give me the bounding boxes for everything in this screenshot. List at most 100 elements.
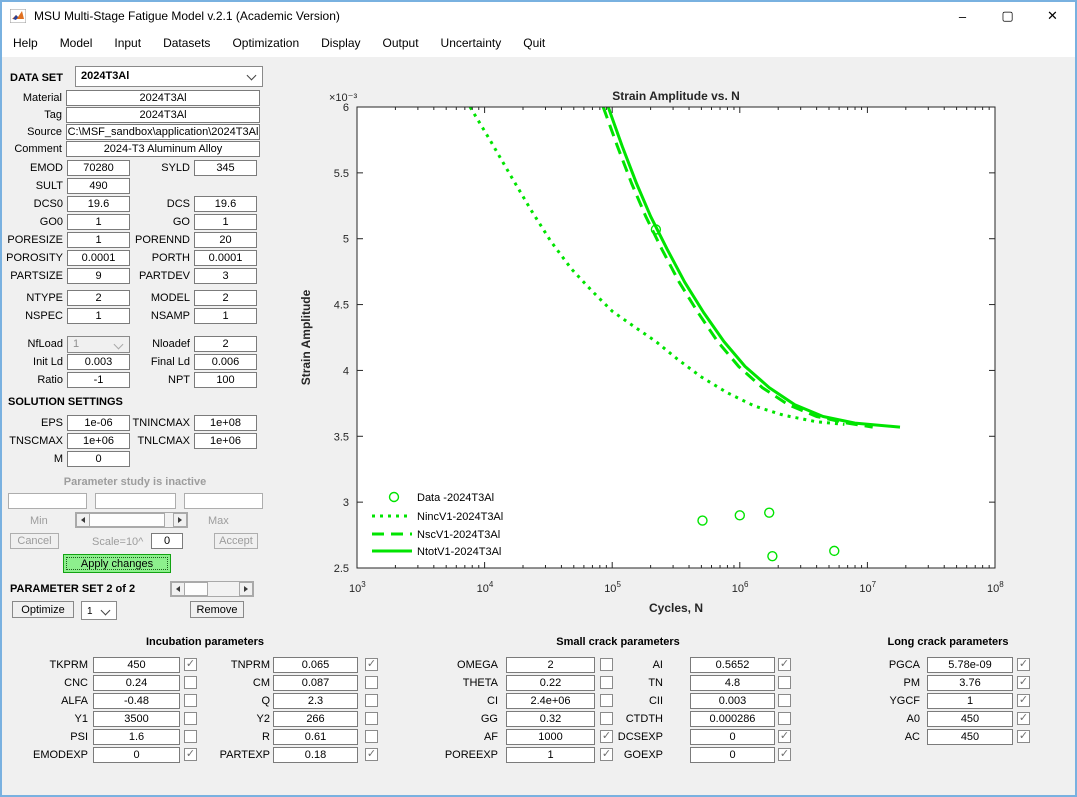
field-theta[interactable]: 0.22 — [506, 675, 595, 691]
remove-button[interactable]: Remove — [190, 601, 244, 618]
checkbox-tn[interactable] — [778, 676, 791, 689]
field-source[interactable]: C:\MSF_sandbox\application\2024T3Al — [66, 124, 260, 140]
field-gg[interactable]: 0.32 — [506, 711, 595, 727]
field-m[interactable]: 0 — [67, 451, 130, 467]
field-pm[interactable]: 3.76 — [927, 675, 1013, 691]
checkbox-gg[interactable] — [600, 712, 613, 725]
menu-item-input[interactable]: Input — [114, 36, 142, 50]
field-poreexp[interactable]: 1 — [506, 747, 595, 763]
field-sult[interactable]: 490 — [67, 178, 130, 194]
field-ratio[interactable]: -1 — [67, 372, 130, 388]
field-y1[interactable]: 3500 — [93, 711, 180, 727]
parameter-set-scrollbar[interactable] — [170, 581, 254, 597]
checkbox-psi[interactable] — [184, 730, 197, 743]
menu-item-datasets[interactable]: Datasets — [163, 36, 211, 50]
field-emodexp[interactable]: 0 — [93, 747, 180, 763]
checkbox-theta[interactable] — [600, 676, 613, 689]
checkbox-y1[interactable] — [184, 712, 197, 725]
field-go0[interactable]: 1 — [67, 214, 130, 230]
menu-item-display[interactable]: Display — [321, 36, 361, 50]
checkbox-omega[interactable] — [600, 658, 613, 671]
field-dcsexp[interactable]: 0 — [690, 729, 775, 745]
slider-right-arrow[interactable] — [173, 513, 187, 527]
checkbox-r[interactable] — [365, 730, 378, 743]
menu-item-optimization[interactable]: Optimization — [232, 36, 300, 50]
checkbox-ctdth[interactable] — [778, 712, 791, 725]
field-npt[interactable]: 100 — [194, 372, 257, 388]
checkbox-partexp[interactable]: ✓ — [365, 748, 378, 761]
checkbox-cii[interactable] — [778, 694, 791, 707]
field-final-ld[interactable]: 0.006 — [194, 354, 257, 370]
field-q[interactable]: 2.3 — [273, 693, 358, 709]
scale-field[interactable]: 0 — [151, 533, 183, 549]
checkbox-cm[interactable] — [365, 676, 378, 689]
checkbox-goexp[interactable]: ✓ — [778, 748, 791, 761]
field-af[interactable]: 1000 — [506, 729, 595, 745]
menu-item-uncertainty[interactable]: Uncertainty — [440, 36, 502, 50]
checkbox-ci[interactable] — [600, 694, 613, 707]
field-y2[interactable]: 266 — [273, 711, 358, 727]
field-omega[interactable]: 2 — [506, 657, 595, 673]
slider-thumb[interactable] — [89, 513, 165, 527]
optimize-button[interactable]: Optimize — [12, 601, 74, 618]
field-ai[interactable]: 0.5652 — [690, 657, 775, 673]
scrollbar-right-arrow[interactable] — [239, 582, 253, 596]
cancel-button[interactable]: Cancel — [10, 533, 59, 549]
param-study-slider[interactable] — [75, 512, 188, 528]
menu-item-output[interactable]: Output — [382, 36, 419, 50]
field-syld[interactable]: 345 — [194, 160, 257, 176]
field-eps[interactable]: 1e-06 — [67, 415, 130, 431]
field-tag[interactable]: 2024T3Al — [66, 107, 260, 123]
field-psi[interactable]: 1.6 — [93, 729, 180, 745]
combo-nfload[interactable]: 1 — [67, 336, 130, 353]
checkbox-pm[interactable]: ✓ — [1017, 676, 1030, 689]
field-material[interactable]: 2024T3Al — [66, 90, 260, 106]
field-r[interactable]: 0.61 — [273, 729, 358, 745]
field-emod[interactable]: 70280 — [67, 160, 130, 176]
checkbox-poreexp[interactable]: ✓ — [600, 748, 613, 761]
field-porosity[interactable]: 0.0001 — [67, 250, 130, 266]
field-ci[interactable]: 2.4e+06 — [506, 693, 595, 709]
field-ntype[interactable]: 2 — [67, 290, 130, 306]
field-tnprm[interactable]: 0.065 — [273, 657, 358, 673]
field-goexp[interactable]: 0 — [690, 747, 775, 763]
field-cii[interactable]: 0.003 — [690, 693, 775, 709]
field-pgca[interactable]: 5.78e-09 — [927, 657, 1013, 673]
field-comment[interactable]: 2024-T3 Aluminum Alloy — [66, 141, 260, 157]
field-cnc[interactable]: 0.24 — [93, 675, 180, 691]
field-tkprm[interactable]: 450 — [93, 657, 180, 673]
field-init-ld[interactable]: 0.003 — [67, 354, 130, 370]
field-nspec[interactable]: 1 — [67, 308, 130, 324]
checkbox-ygcf[interactable]: ✓ — [1017, 694, 1030, 707]
menu-item-model[interactable]: Model — [59, 36, 93, 50]
minimize-button[interactable]: – — [958, 8, 967, 24]
field-nloadef[interactable]: 2 — [194, 336, 257, 352]
field-cm[interactable]: 0.087 — [273, 675, 358, 691]
field-alfa[interactable]: -0.48 — [93, 693, 180, 709]
checkbox-ac[interactable]: ✓ — [1017, 730, 1030, 743]
checkbox-a0[interactable]: ✓ — [1017, 712, 1030, 725]
checkbox-pgca[interactable]: ✓ — [1017, 658, 1030, 671]
field-go[interactable]: 1 — [194, 214, 257, 230]
field-porennd[interactable]: 20 — [194, 232, 257, 248]
close-button[interactable]: ✕ — [1047, 8, 1058, 23]
field-tnincmax[interactable]: 1e+08 — [194, 415, 257, 431]
field-a0[interactable]: 450 — [927, 711, 1013, 727]
scrollbar-thumb[interactable] — [184, 582, 208, 596]
parameter-set-selector[interactable]: 1 — [81, 601, 117, 620]
field-model[interactable]: 2 — [194, 290, 257, 306]
accept-button[interactable]: Accept — [214, 533, 258, 549]
field-dcs[interactable]: 19.6 — [194, 196, 257, 212]
field-tnlcmax[interactable]: 1e+06 — [194, 433, 257, 449]
field-tn[interactable]: 4.8 — [690, 675, 775, 691]
checkbox-cnc[interactable] — [184, 676, 197, 689]
field-poresize[interactable]: 1 — [67, 232, 130, 248]
checkbox-dcsexp[interactable]: ✓ — [778, 730, 791, 743]
maximize-button[interactable]: ▢ — [1001, 8, 1014, 23]
field-ygcf[interactable]: 1 — [927, 693, 1013, 709]
checkbox-alfa[interactable] — [184, 694, 197, 707]
field-nsamp[interactable]: 1 — [194, 308, 257, 324]
slider-left-arrow[interactable] — [76, 513, 90, 527]
scrollbar-left-arrow[interactable] — [171, 582, 185, 596]
field-partdev[interactable]: 3 — [194, 268, 257, 284]
